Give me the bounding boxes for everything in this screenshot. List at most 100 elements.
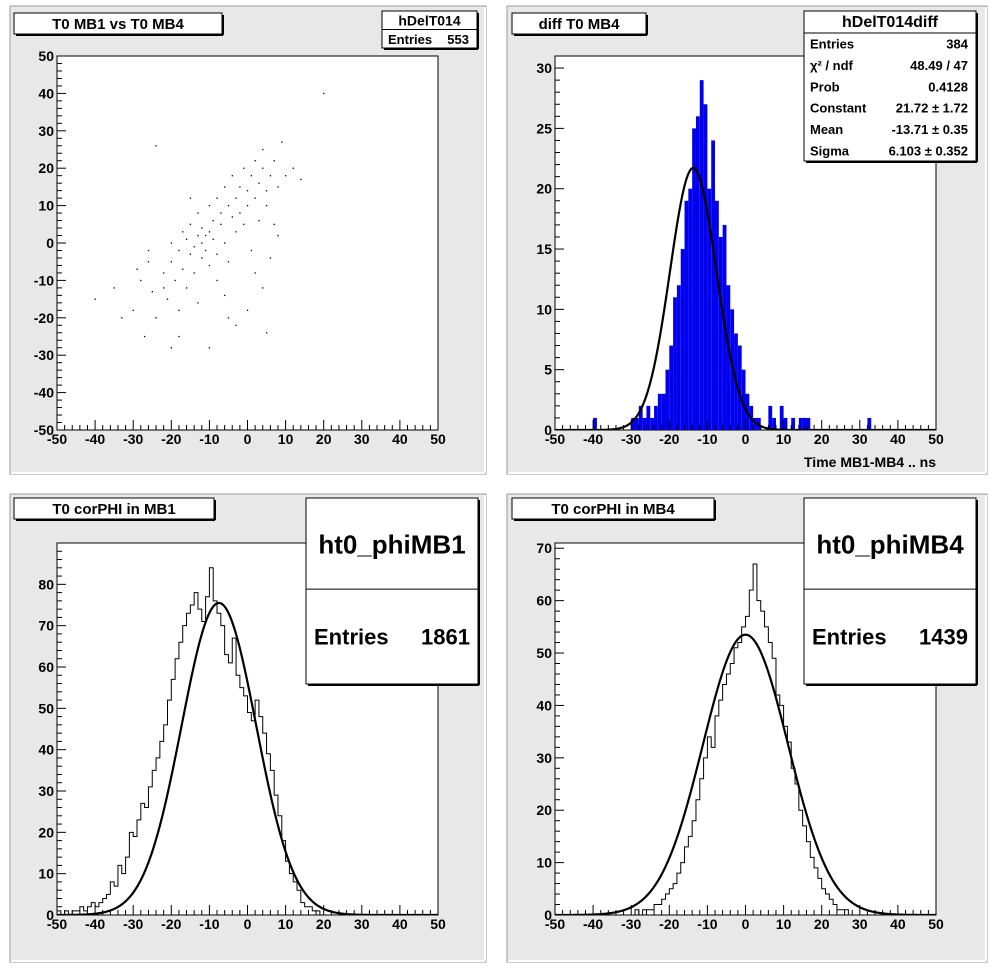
plot-data (94, 92, 325, 349)
scatter-point (197, 212, 199, 214)
scatter-point (265, 190, 268, 192)
pad-2: -50 -40 -30 -20 -10 0 10 20 30 40 50 0 5 10 15 20 25 30 Ti… (506, 5, 988, 475)
histogram-bar (753, 417, 757, 430)
y-tick-label: 0 (46, 907, 54, 923)
scatter-point (216, 197, 218, 199)
x-tick-label: 40 (392, 916, 408, 932)
histogram-bar (726, 285, 731, 430)
scatter-point (262, 148, 264, 151)
x-tick-label: 30 (354, 916, 370, 932)
scatter-point (250, 175, 253, 177)
x-tick-label: 50 (430, 916, 446, 932)
stats-value: -13.71 ± 0.35 (891, 122, 968, 137)
x-tick-label: 20 (814, 431, 830, 447)
scatter-point (170, 261, 172, 263)
x-tick-label: 30 (852, 916, 868, 932)
stats-label: Entries (812, 625, 887, 650)
scatter-point (212, 238, 214, 240)
histogram-bar (680, 249, 685, 430)
stats-value: 48.49 / 47 (910, 58, 968, 73)
histogram-bar (642, 417, 647, 430)
scatter-point (250, 249, 253, 252)
y-tick-label: 50 (38, 48, 54, 64)
histogram-bar (867, 417, 872, 430)
scatter-point (235, 324, 237, 326)
stats-label: Constant (810, 101, 867, 116)
y-tick-label: 0 (46, 235, 54, 251)
scatter-point (121, 317, 123, 319)
histogram-bar (673, 297, 677, 430)
scatter-point (265, 205, 268, 207)
x-tick-label: -30 (123, 916, 143, 932)
y-tick-label: 60 (536, 593, 552, 609)
histogram-bar (737, 345, 742, 430)
stats-name: hDelT014diff (842, 14, 939, 31)
y-tick-label: 80 (38, 576, 54, 592)
scatter-point (281, 141, 283, 143)
histogram-bar (695, 116, 700, 430)
scatter-point (216, 279, 218, 282)
y-tick-label: 25 (536, 120, 552, 136)
scatter-point (300, 178, 302, 181)
x-tick-label: 50 (928, 916, 944, 932)
scatter-point (227, 317, 230, 319)
scatter-point (170, 242, 172, 244)
scatter-point (178, 309, 180, 312)
scatter-point (243, 223, 245, 225)
histogram-bar (711, 140, 716, 430)
x-tick-label: -10 (697, 431, 717, 447)
x-tick-label: 20 (316, 916, 332, 932)
scatter-point (208, 205, 211, 207)
stats-label: Mean (810, 122, 843, 137)
stats-value: 0.4128 (928, 79, 968, 94)
y-tick-label: 10 (38, 866, 54, 882)
y-tick-label: 30 (38, 123, 54, 139)
scatter-point (239, 212, 241, 214)
histogram-bar (772, 417, 776, 430)
x-tick-label: 10 (278, 431, 294, 447)
histogram-bar (707, 188, 712, 430)
pad-title: T0 MB1 vs T0 MB4 (52, 16, 184, 33)
fit-curve (555, 166, 936, 430)
stats-value: 21.72 ± 1.72 (896, 101, 968, 116)
histogram-bar (779, 405, 784, 430)
scatter-point (231, 216, 233, 218)
histogram-bar (650, 417, 655, 430)
histogram-bar (703, 104, 708, 430)
scatter-point (140, 279, 142, 282)
scatter-point (185, 287, 188, 289)
y-tick-label: -40 (34, 385, 54, 401)
scatter-point (277, 234, 279, 237)
scatter-point (265, 332, 268, 334)
stats-label: Prob (810, 79, 840, 94)
plot-frame (56, 55, 439, 431)
stats-value: 384 (946, 37, 968, 52)
x-tick-label: -10 (199, 916, 219, 932)
scatter-point (258, 219, 260, 222)
scatter-point (189, 223, 192, 225)
x-tick-label: 10 (776, 431, 792, 447)
scatter-point (220, 212, 222, 214)
scatter-point (262, 287, 264, 289)
scatter-point (155, 317, 157, 319)
histogram-bar (593, 417, 597, 430)
scatter-point (258, 182, 260, 184)
scatter-point (163, 287, 165, 289)
plot-data (57, 567, 438, 915)
x-tick-label: -10 (199, 431, 219, 447)
stats-name: hDelT014 (398, 12, 460, 28)
y-tick-label: 15 (536, 241, 552, 257)
x-tick-label: -50 (47, 431, 67, 447)
scatter-point (208, 347, 211, 349)
stats-label: Entries (810, 37, 854, 52)
x-tick-label: -20 (659, 916, 679, 932)
scatter-point (208, 264, 211, 267)
pad-4: -50 -40 -30 -20 -10 0 10 20 30 40 50 0 10 20 30 40 50 60 7… (506, 493, 988, 963)
scatter-point (136, 268, 138, 270)
x-axis-label: Time MB1-MB4 .. ns (804, 454, 936, 470)
histogram-bar (692, 128, 696, 430)
scatter-point (262, 167, 264, 169)
y-tick-label: -30 (34, 347, 54, 363)
scatter-point (246, 190, 249, 192)
stats-box (803, 497, 977, 685)
